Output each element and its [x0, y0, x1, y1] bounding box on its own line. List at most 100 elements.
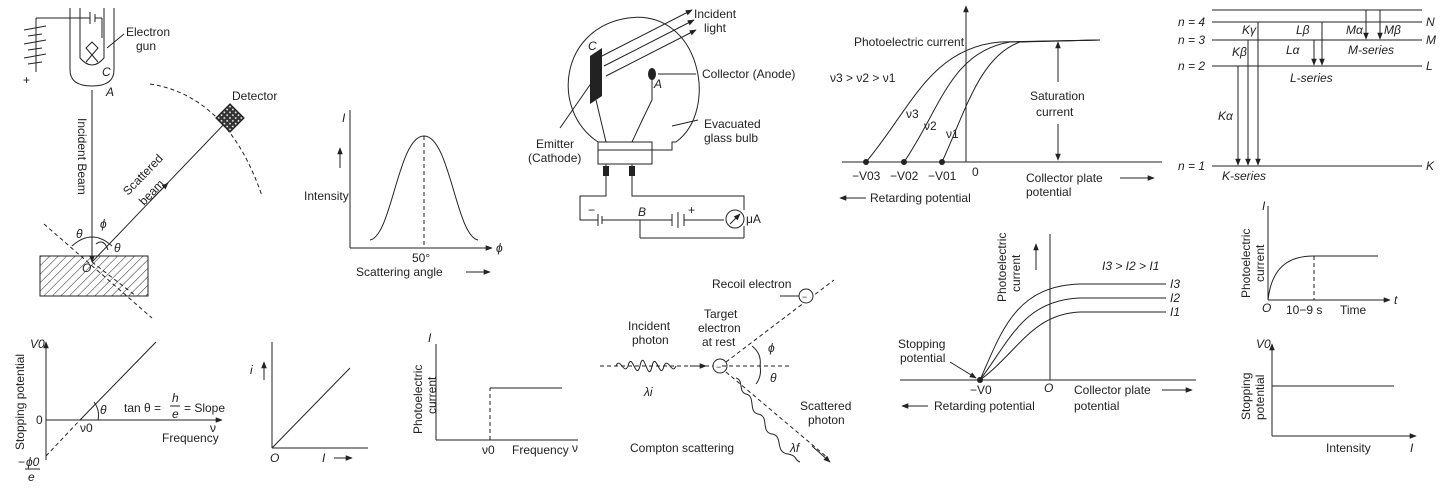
intensity-relation: I3 > I2 > I1	[1102, 259, 1159, 273]
target-label-3: at rest	[702, 335, 736, 349]
collector-label-2: potential	[1026, 185, 1071, 199]
curve-nu3	[865, 39, 1101, 163]
retarding-label-2: Retarding potential	[934, 399, 1035, 413]
theta-right: θ	[114, 241, 121, 255]
y-label-2d: potential	[1253, 375, 1267, 420]
curve-label-I2: I2	[1170, 291, 1180, 305]
line-K-beta: Kβ	[1232, 45, 1247, 59]
battery-plus-2: +	[688, 203, 695, 217]
intensity-angle-plot: I Intensity 50° Scattering angle ϕ	[304, 110, 503, 279]
tick-V02: −V02	[890, 169, 919, 183]
microammeter	[725, 209, 745, 229]
y-symbol-I-3: I	[1262, 199, 1266, 213]
series-L: L-series	[1290, 71, 1333, 85]
collector-label-1b: Collector plate	[1074, 383, 1151, 397]
target-electron-sign: −	[716, 362, 721, 372]
phi-label: ϕ	[100, 217, 107, 231]
zero-label: 0	[36, 413, 43, 427]
y-top-V0: V0	[30, 337, 45, 351]
y-label-stopping-potential: Stopping potential	[13, 354, 27, 450]
recoil-electron-sign: −	[802, 292, 807, 302]
theta-label: θ	[100, 403, 107, 417]
y-label-1: Photoelectric	[411, 365, 425, 434]
y-label-intensity: Intensity	[304, 189, 349, 203]
eq-lhs: tan θ =	[124, 401, 161, 415]
x-symbol-I-4: I	[1410, 441, 1414, 455]
line-M-beta: Mβ	[1384, 23, 1401, 37]
emitter-label-2: (Cathode)	[528, 151, 581, 165]
y-top-V0-2: V0	[1256, 337, 1271, 351]
battery-minus: −	[588, 203, 595, 217]
incident-photon-1: Incident	[628, 319, 671, 333]
stopping-label-1: Stopping	[898, 337, 945, 351]
curve-I2	[979, 297, 1166, 381]
current-frequency-plot: I Photoelectric current ν0 Frequency ν	[411, 331, 578, 457]
nu0-label: ν0	[80, 421, 93, 435]
v0-tick: −V0	[970, 383, 992, 397]
eq-e: e	[172, 407, 179, 421]
level-n4: n = 4	[1178, 15, 1205, 29]
phi-label-2: ϕ	[768, 341, 775, 355]
x-label-scattering-angle: Scattering angle	[356, 265, 443, 279]
stopping-label-2: potential	[900, 351, 945, 365]
eq-rhs: = Slope	[184, 401, 225, 415]
theta-left: θ	[76, 227, 83, 241]
x-symbol-t: t	[1394, 293, 1398, 307]
battery-plus: +	[23, 73, 30, 87]
cathode-plate	[590, 48, 602, 104]
emitter-label-1: Emitter	[536, 137, 574, 151]
anode-dot	[648, 68, 656, 80]
incident-photon-2: photon	[632, 333, 669, 347]
y-symbol-I-2: I	[428, 331, 432, 345]
level-n3: n = 3	[1178, 33, 1205, 47]
saturation-label-2: current	[1036, 105, 1074, 119]
retarding-label: Retarding potential	[870, 191, 971, 205]
curve-nu2	[903, 39, 1101, 163]
tick-V03: −V03	[852, 169, 881, 183]
curve-I3	[979, 283, 1166, 381]
origin-O: O	[82, 261, 91, 275]
target-electron	[712, 358, 728, 374]
x-symbol-phi: ϕ	[496, 241, 503, 255]
cathode-C: C	[588, 39, 597, 53]
y-symbol-I: I	[342, 111, 346, 125]
shell-K: K	[1426, 159, 1435, 173]
incident-wave	[615, 359, 677, 373]
compton-caption: Compton scattering	[630, 441, 734, 455]
incident-beam-label: Incident Beam	[75, 118, 89, 195]
saturation-label-1: Saturation	[1030, 89, 1085, 103]
target-label-1: Target	[704, 307, 738, 321]
electron-gun-label-2: gun	[136, 39, 156, 53]
i-vs-I-plot: i O I	[250, 342, 368, 465]
rheostat-B: B	[638, 205, 646, 219]
x-label-intensity: Intensity	[1326, 441, 1371, 455]
y-symbol-i: i	[250, 363, 253, 377]
incident-light-2: light	[704, 21, 727, 35]
x-end-nu-2: ν	[572, 441, 578, 455]
shell-N: N	[1426, 15, 1435, 29]
incident-light-1: Incident	[694, 7, 737, 21]
bulb-label-1: Evacuated	[704, 117, 761, 131]
intercept-e: e	[28, 470, 35, 484]
tick-zero: 0	[972, 165, 979, 179]
curve-label-nu3: ν3	[906, 107, 919, 121]
level-n1: n = 1	[1178, 159, 1205, 173]
series-M: M-series	[1348, 43, 1394, 57]
y-label-2: current	[425, 376, 439, 414]
anode-A: A	[653, 77, 662, 91]
lambda-f: λf	[789, 441, 801, 455]
curve-I1	[979, 311, 1166, 381]
line-K-alpha: Kα	[1218, 109, 1234, 123]
curve-label-nu2: ν2	[924, 119, 937, 133]
shell-M: M	[1426, 33, 1436, 47]
linear-line	[271, 367, 351, 449]
y-label-1c: Photoelectric	[1239, 229, 1253, 298]
x-symbol-I: I	[322, 451, 326, 465]
curve-label-nu1: ν1	[946, 127, 959, 141]
freq-relation: ν3 > ν2 > ν1	[830, 71, 896, 85]
electron-gun-label-1: Electron	[126, 25, 170, 39]
stopping-intensity-plot: V0 Stopping potential Intensity I	[1239, 337, 1417, 455]
line-L-alpha: Lα	[1286, 43, 1301, 57]
electron-diffraction-panel: + Electron gun C A Incident Beam Scatter…	[23, 8, 277, 319]
